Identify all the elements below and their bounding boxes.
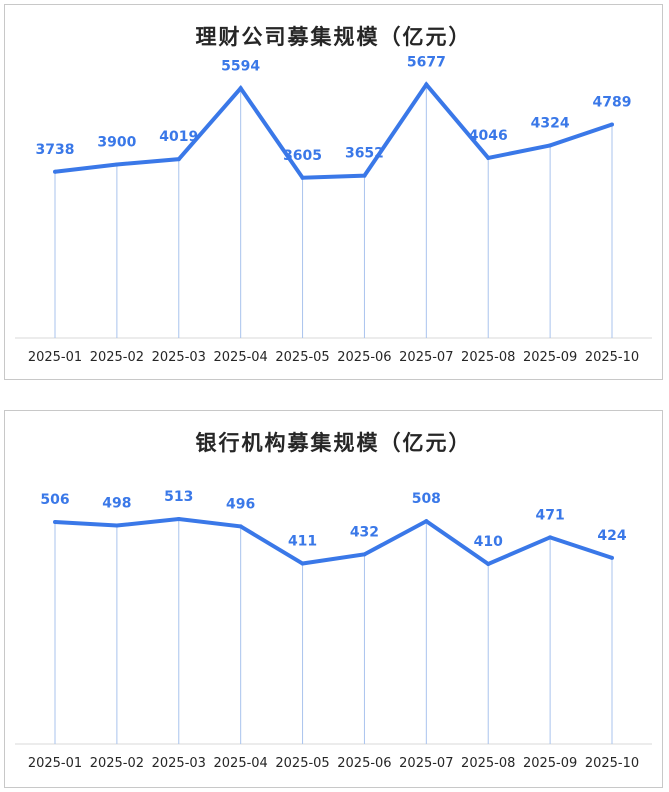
- x-tick-label: 2025-05: [275, 350, 329, 365]
- data-label: 513: [164, 489, 193, 505]
- x-tick-label: 2025-06: [337, 350, 391, 365]
- x-tick-label: 2025-02: [90, 350, 144, 365]
- x-tick-label: 2025-07: [399, 350, 453, 365]
- x-tick-label: 2025-08: [461, 756, 515, 771]
- data-label: 411: [288, 534, 317, 550]
- data-point: [486, 561, 491, 566]
- x-tick-label: 2025-05: [275, 756, 329, 771]
- data-point: [424, 519, 429, 524]
- data-label: 3605: [283, 148, 322, 164]
- data-label: 424: [597, 528, 626, 544]
- x-tick-label: 2025-03: [152, 350, 206, 365]
- chart-panel-wealth: 理财公司募集规模（亿元） 3738 3900 4019 5594 3605 3652 567…: [4, 4, 663, 380]
- data-point: [300, 561, 305, 566]
- data-point: [424, 82, 429, 87]
- data-label: 498: [102, 496, 131, 512]
- data-label: 4789: [593, 94, 632, 110]
- chart-title: 银行机构募集规模（亿元）: [195, 430, 472, 455]
- x-tick-label: 2025-03: [152, 756, 206, 771]
- data-point: [114, 162, 119, 167]
- x-tick-label: 2025-10: [585, 350, 639, 365]
- data-point: [238, 86, 243, 91]
- data-label: 4046: [469, 128, 508, 144]
- data-label: 506: [40, 492, 69, 508]
- data-point: [548, 143, 553, 148]
- data-label: 5677: [407, 55, 446, 71]
- data-label: 3900: [97, 135, 136, 151]
- data-point: [176, 157, 181, 162]
- x-tick-label: 2025-01: [28, 350, 82, 365]
- data-point: [610, 122, 614, 127]
- chart-title: 理财公司募集规模（亿元）: [195, 24, 472, 49]
- data-label: 4019: [159, 129, 198, 145]
- data-point: [548, 535, 553, 540]
- x-tick-label: 2025-01: [28, 756, 82, 771]
- data-label: 3738: [36, 142, 75, 158]
- x-tick-label: 2025-02: [90, 756, 144, 771]
- x-tick-label: 2025-10: [585, 756, 639, 771]
- data-label: 410: [474, 534, 503, 550]
- data-label: 3652: [345, 146, 384, 162]
- data-label: 471: [535, 507, 564, 523]
- line-chart-bank: 506 498 513 496 411 432 508 410 471 424 2025-01 202…: [15, 489, 652, 771]
- data-point: [238, 524, 243, 529]
- data-label: 5594: [221, 58, 260, 74]
- data-label: 432: [350, 524, 379, 540]
- data-label: 508: [412, 491, 441, 507]
- data-point: [53, 169, 57, 174]
- data-point: [362, 552, 367, 557]
- data-label: 4324: [531, 115, 570, 131]
- data-point: [486, 155, 491, 160]
- x-tick-label: 2025-04: [214, 350, 268, 365]
- x-tick-label: 2025-06: [337, 756, 391, 771]
- data-label: 496: [226, 496, 255, 512]
- x-tick-label: 2025-09: [523, 350, 577, 365]
- data-point: [300, 175, 305, 180]
- data-point: [114, 523, 119, 528]
- data-point: [53, 520, 57, 525]
- x-tick-label: 2025-07: [399, 756, 453, 771]
- data-point: [610, 555, 614, 560]
- chart-panel-bank: 银行机构募集规模（亿元） 506 498 513 496 411 432 508 410 471…: [4, 410, 663, 788]
- data-point: [362, 173, 367, 178]
- series-line: [54, 81, 613, 180]
- x-tick-label: 2025-04: [214, 756, 268, 771]
- x-tick-label: 2025-08: [461, 350, 515, 365]
- line-chart-wealth: 3738 3900 4019 5594 3605 3652 5677 4046 4324 4789…: [15, 55, 652, 365]
- series-line: [54, 516, 613, 567]
- data-point: [176, 516, 181, 521]
- x-tick-label: 2025-09: [523, 756, 577, 771]
